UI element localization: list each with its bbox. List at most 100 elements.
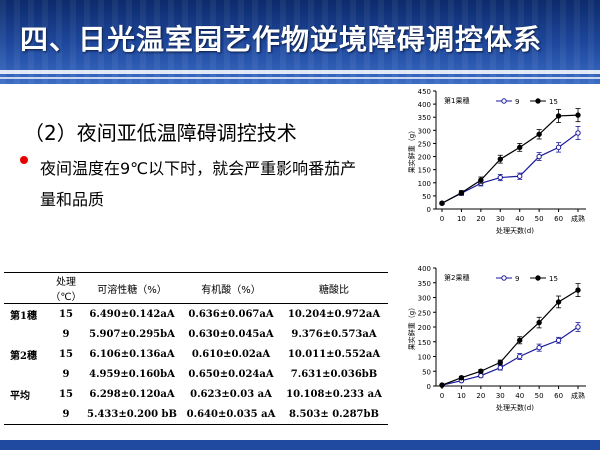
y-tick-label: 450 <box>418 88 431 96</box>
legend-label-15: 15 <box>549 275 558 283</box>
y-tick-label: 400 <box>418 101 431 109</box>
data-point-15 <box>517 337 523 343</box>
y-tick-label: 100 <box>418 180 431 188</box>
table-cell-group: 第2穗 <box>10 350 37 362</box>
data-point-9 <box>478 372 484 379</box>
section-subtitle: （2）夜间亚低温障碍调控技术 <box>24 121 297 145</box>
table-cell-group <box>4 404 50 425</box>
y-axis-label: 果实鲜重（g） <box>407 304 416 350</box>
legend-marker-9 <box>501 275 507 281</box>
chart1-svg: 0 50 100 150 200 250 300 350 400 450 0 10 20 30 40 50 60… <box>407 88 586 235</box>
header-rule-secondary <box>0 77 600 79</box>
table-header-acid: 有机酸（%） <box>182 272 280 304</box>
data-point-9 <box>575 324 581 330</box>
table-cell-sugar: 6.298±0.120aA <box>89 388 175 400</box>
table-cell-treatment: 15 <box>59 308 73 320</box>
table-row: 平均 15 6.298±0.120aA 0.623±0.03 aA 10.108… <box>4 384 388 404</box>
table-cell-acid: 0.636±0.067aA <box>188 308 274 320</box>
series-line-15 <box>441 289 579 386</box>
x-tick-label: 10 <box>457 392 466 400</box>
data-point-15 <box>555 113 562 119</box>
table-cell-treatment: 9 <box>62 368 70 380</box>
x-axis-label: 处理天数(d) <box>496 403 534 412</box>
y-tick-label: 200 <box>418 154 431 162</box>
y-tick-label: 250 <box>418 140 431 148</box>
chart-truss1-weight: 0 50 100 150 200 250 300 350 400 450 0 10 20 30 40 50 60… <box>404 85 594 249</box>
y-tick-label: 400 <box>418 265 431 273</box>
legend-label-9: 9 <box>515 275 519 283</box>
header-rule <box>0 70 600 74</box>
chart-truss2-weight: 0 50 100 150 200 250 300 350 400 0 10 20 30 40 50 60 成熟处… <box>404 262 594 426</box>
x-tick-label: 0 <box>440 215 444 223</box>
table-cell-ratio: 8.503± 0.287bB <box>280 404 388 425</box>
data-point-15 <box>497 359 503 366</box>
table-cell-group <box>4 324 50 344</box>
data-point-15 <box>575 287 581 293</box>
legend-marker-9 <box>501 98 507 104</box>
table-header-group <box>4 272 50 304</box>
series-line-9 <box>441 132 579 204</box>
data-point-9 <box>497 365 503 371</box>
data-point-9 <box>575 130 581 136</box>
table-cell-acid: 0.640±0.035 aA <box>182 404 280 425</box>
slide-header: 四、日光温室园艺作物逆境障碍调控体系 <box>0 0 600 84</box>
legend-marker-15 <box>535 98 541 104</box>
y-tick-label: 0 <box>427 383 431 391</box>
data-point-9 <box>536 153 542 160</box>
data-point-15 <box>536 131 542 137</box>
data-point-15 <box>478 177 484 183</box>
table-cell-acid: 0.623±0.03 aA <box>190 388 272 400</box>
y-tick-label: 150 <box>418 339 431 347</box>
x-tick-label: 30 <box>496 215 505 223</box>
slide-title: 四、日光温室园艺作物逆境障碍调控体系 <box>20 23 543 56</box>
x-tick-label: 20 <box>476 215 485 223</box>
x-tick-label: 50 <box>535 215 544 223</box>
table-cell-acid: 0.630±0.045aA <box>188 328 274 340</box>
x-axis-label: 处理天数(d) <box>496 226 534 235</box>
table-cell-sugar: 6.490±0.142aA <box>89 308 175 320</box>
table-row: 9 5.433±0.200 bB 0.640±0.035 aA 8.503± 0… <box>4 404 388 425</box>
quality-table: 处理（℃） 可溶性糖（%） 有机酸（%） 糖酸比 第1穗 15 6.490±0.… <box>4 272 388 425</box>
table-cell-group: 平均 <box>10 390 30 402</box>
y-tick-label: 300 <box>418 127 431 135</box>
table-cell-ratio: 10.011±0.552aA <box>287 348 381 360</box>
data-point-9 <box>555 144 562 151</box>
series-line-9 <box>441 326 579 386</box>
data-point-15 <box>458 190 465 196</box>
table-cell-sugar: 5.433±0.200 bB <box>82 404 182 425</box>
x-tick-label: 60 <box>554 392 563 400</box>
x-tick-label: 40 <box>515 392 524 400</box>
data-point-15 <box>439 200 445 206</box>
data-point-9 <box>555 337 562 343</box>
table-cell-ratio: 7.631±0.036bB <box>290 368 378 380</box>
y-tick-label: 300 <box>418 295 431 303</box>
x-tick-label: 10 <box>457 215 466 223</box>
y-tick-label: 50 <box>422 368 431 376</box>
bullet-text: 夜间温度在9℃以下时，就会严重影响番茄产量和品质 <box>40 159 357 209</box>
y-tick-label: 200 <box>418 324 431 332</box>
table-cell-sugar: 5.907±0.295bA <box>89 328 175 340</box>
bullet-dot <box>20 156 28 164</box>
data-point-9 <box>536 344 542 351</box>
x-tick-label: 50 <box>535 392 544 400</box>
table-cell-sugar: 6.106±0.136aA <box>89 348 175 360</box>
table-cell-sugar: 4.959±0.160bA <box>89 368 175 380</box>
x-tick-label: 成熟 <box>571 214 585 223</box>
table-header-ratio: 糖酸比 <box>280 272 388 304</box>
data-point-15 <box>555 299 562 305</box>
y-tick-label: 150 <box>418 167 431 175</box>
x-tick-label: 成熟 <box>571 391 585 400</box>
table-header-sugar: 可溶性糖（%） <box>82 272 182 304</box>
legend-marker-15 <box>535 275 541 281</box>
legend-label-15: 15 <box>549 98 558 106</box>
chart-title: 第2果穗 <box>444 273 469 282</box>
data-point-15 <box>536 319 542 326</box>
x-tick-label: 20 <box>476 392 485 400</box>
table-cell-treatment: 15 <box>59 348 73 360</box>
y-tick-label: 0 <box>427 206 431 214</box>
table-row: 9 4.959±0.160bA 0.650±0.024aA 7.631±0.03… <box>4 364 388 384</box>
data-point-15 <box>517 144 523 151</box>
y-tick-label: 350 <box>418 114 431 122</box>
table-cell-treatment: 9 <box>50 404 82 425</box>
table-header-treatment: 处理（℃） <box>50 272 82 304</box>
